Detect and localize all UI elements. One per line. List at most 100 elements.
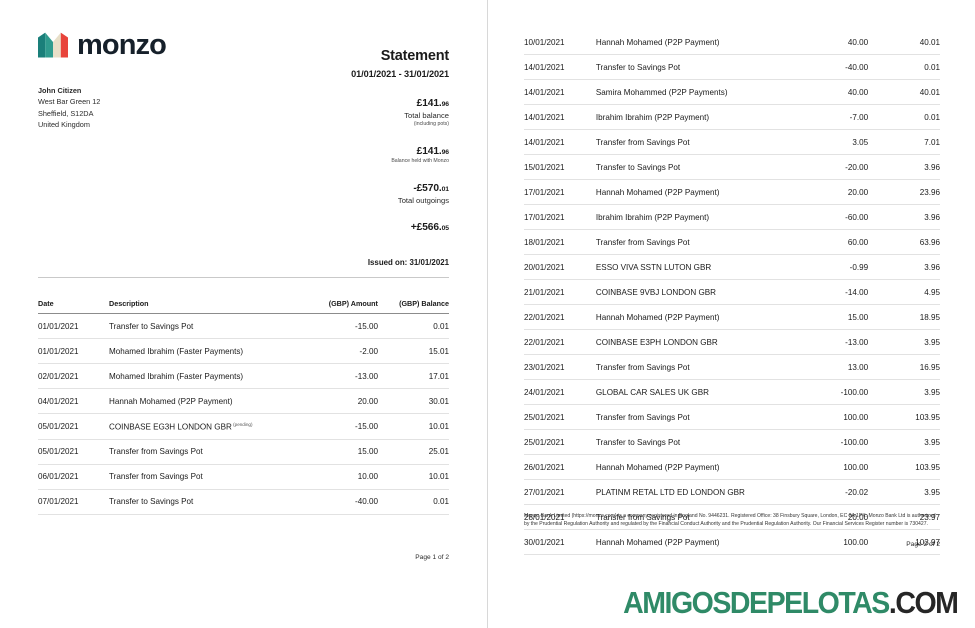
cell-date: 05/01/2021 bbox=[38, 413, 110, 440]
cell-balance: 63.96 bbox=[868, 229, 940, 255]
issued-on: Issued on: 31/01/2021 bbox=[367, 258, 449, 267]
column-header-amount: (GBP) Amount bbox=[301, 299, 378, 314]
cell-date: 06/01/2021 bbox=[38, 464, 110, 490]
held-balance-block: £141.96 Balance held with Monzo bbox=[199, 146, 449, 164]
table-row: 18/01/2021 Transfer from Savings Pot 60.00… bbox=[524, 229, 940, 255]
cell-date: 04/01/2021 bbox=[38, 388, 110, 414]
cell-date: 26/01/2021 bbox=[524, 454, 596, 480]
cell-amount: -14.00 bbox=[791, 279, 869, 305]
table-row: 07/01/2021 Transfer to Savings Pot -40.00 0… bbox=[38, 489, 449, 515]
cell-description: COINBASE E3PH LONDON GBR bbox=[595, 329, 792, 355]
monzo-logo-icon bbox=[38, 32, 68, 58]
total-balance-label: Total balance bbox=[404, 111, 449, 120]
cell-date: 17/01/2021 bbox=[524, 204, 596, 230]
cell-amount: -0.99 bbox=[791, 254, 869, 280]
cell-balance: 16.95 bbox=[868, 354, 940, 380]
cell-description: Transfer from Savings Pot bbox=[595, 354, 792, 380]
cell-amount: 40.00 bbox=[791, 79, 869, 105]
cell-date: 14/01/2021 bbox=[524, 54, 596, 80]
site-watermark: AMIGOSDEPELOTAS.COM bbox=[622, 585, 959, 621]
watermark-primary: AMIGOSDEPELOTAS bbox=[622, 585, 890, 620]
cell-date: 22/01/2021 bbox=[524, 329, 596, 355]
cell-date: 25/01/2021 bbox=[524, 429, 596, 455]
transactions-table-page-2: 10/01/2021 Hannah Mohamed (P2P Payment) 40… bbox=[524, 30, 940, 555]
cell-date: 28/01/2021 bbox=[524, 504, 596, 530]
cell-description: Transfer from Savings Pot bbox=[595, 129, 792, 155]
cell-amount: 13.00 bbox=[791, 354, 869, 380]
table-row: 30/01/2021 Hannah Mohamed (P2P Payment) 10… bbox=[524, 529, 940, 555]
cell-amount: -40.00 bbox=[301, 489, 378, 515]
cell-description: Hannah Mohamed (P2P Payment) bbox=[595, 304, 792, 330]
table-row: 04/01/2021 Hannah Mohamed (P2P Payment) 20… bbox=[38, 388, 449, 414]
cell-description: Hannah Mohamed (P2P Payment) bbox=[595, 179, 792, 205]
customer-address-line-2: Sheffield, S12DA bbox=[38, 108, 94, 118]
cell-description: Transfer to Savings Pot bbox=[595, 429, 792, 455]
cell-date: 30/01/2021 bbox=[524, 529, 596, 555]
cell-balance: 103.95 bbox=[868, 454, 940, 480]
cell-balance: 10.01 bbox=[377, 464, 449, 490]
table-row: 01/01/2021 Mohamed Ibrahim (Faster Paymen… bbox=[38, 338, 449, 364]
cell-date: 20/01/2021 bbox=[524, 254, 596, 280]
cell-balance: 30.01 bbox=[377, 388, 449, 414]
pending-badge: (pending) bbox=[231, 421, 253, 427]
table-row: 17/01/2021 Hannah Mohamed (P2P Payment) 20… bbox=[524, 179, 940, 205]
cell-amount: 15.00 bbox=[791, 304, 869, 330]
column-header-description: Description bbox=[109, 299, 302, 314]
customer-address-line-3: United Kingdom bbox=[38, 119, 90, 129]
cell-date: 24/01/2021 bbox=[524, 379, 596, 405]
table-row: 06/01/2021 Transfer from Savings Pot 10.00… bbox=[38, 464, 449, 490]
cell-description: ESSO VIVA SSTN LUTON GBR bbox=[595, 254, 792, 280]
cell-amount: 100.00 bbox=[791, 404, 869, 430]
cell-amount: -13.00 bbox=[791, 329, 869, 355]
cell-balance: 40.01 bbox=[868, 79, 940, 105]
monzo-brand: monzo bbox=[38, 30, 449, 61]
table-row: 27/01/2021 PLATINM RETAL LTD ED LONDON GB… bbox=[524, 479, 940, 505]
cell-amount: -20.02 bbox=[791, 479, 869, 505]
cell-balance: 40.01 bbox=[868, 30, 940, 55]
cell-description: Hannah Mohamed (P2P Payment) bbox=[595, 30, 792, 55]
cell-amount: -60.00 bbox=[791, 204, 869, 230]
transactions-table-page-1: Date Description (GBP) Amount (GBP) Bala… bbox=[38, 299, 449, 515]
cell-balance: 0.01 bbox=[868, 54, 940, 80]
cell-description: Mohamed Ibrahim (Faster Payments) bbox=[109, 363, 302, 389]
table-row: 20/01/2021 ESSO VIVA SSTN LUTON GBR -0.99 3… bbox=[524, 254, 940, 280]
cell-balance: 15.01 bbox=[377, 338, 449, 364]
table-row: 21/01/2021 COINBASE 9VBJ LONDON GBR -14.00… bbox=[524, 279, 940, 305]
column-header-date: Date bbox=[38, 299, 110, 314]
cell-description: Ibrahim Ibrahim (P2P Payment) bbox=[595, 104, 792, 130]
cell-balance: 3.96 bbox=[868, 254, 940, 280]
monzo-wordmark: monzo bbox=[77, 29, 167, 61]
table-row: 25/01/2021 Transfer from Savings Pot 100.0… bbox=[524, 404, 940, 430]
cell-balance: 3.95 bbox=[868, 429, 940, 455]
cell-amount: 40.00 bbox=[791, 30, 869, 55]
cell-date: 02/01/2021 bbox=[38, 363, 110, 389]
cell-balance: 103.97 bbox=[868, 529, 940, 555]
total-outgoings-label: Total outgoings bbox=[397, 196, 449, 205]
cell-balance: 3.95 bbox=[868, 329, 940, 355]
table-row: 05/01/2021 Transfer from Savings Pot 15.00… bbox=[38, 439, 449, 465]
cell-description: Ibrahim Ibrahim (P2P Payment) bbox=[595, 204, 792, 230]
cell-description: PLATINM RETAL LTD ED LONDON GBR bbox=[595, 479, 792, 505]
table-row: 24/01/2021 GLOBAL CAR SALES UK GBR -100.00… bbox=[524, 379, 940, 405]
cell-date: 25/01/2021 bbox=[524, 404, 596, 430]
cell-balance: 10.01 bbox=[377, 413, 449, 440]
header-divider bbox=[38, 277, 449, 278]
customer-name: John Citizen bbox=[38, 86, 82, 95]
cell-amount: 20.00 bbox=[791, 504, 869, 530]
cell-amount: 10.00 bbox=[301, 464, 378, 490]
cell-balance: 3.95 bbox=[868, 479, 940, 505]
cell-balance: 7.01 bbox=[868, 129, 940, 155]
cell-balance: 0.01 bbox=[868, 104, 940, 130]
table-row: 25/01/2021 Transfer to Savings Pot -100.00… bbox=[524, 429, 940, 455]
cell-balance: 17.01 bbox=[377, 363, 449, 389]
cell-amount: -100.00 bbox=[791, 429, 869, 455]
legal-disclaimer: Monzo Bank Limited (https://monzo.com) i… bbox=[524, 513, 936, 528]
table-row: 28/01/2021 Transfer from Savings Pot 20.00… bbox=[524, 504, 940, 530]
transactions-body-page-1: 01/01/2021 Transfer to Savings Pot -15.00 0… bbox=[38, 313, 449, 515]
total-incoming-block: +£566.05 bbox=[199, 222, 449, 233]
held-balance-amount: £141.96 bbox=[416, 146, 449, 157]
cell-amount: -2.00 bbox=[301, 338, 378, 364]
page-2-number: Page 2 of 2 bbox=[906, 541, 940, 548]
cell-date: 22/01/2021 bbox=[524, 304, 596, 330]
